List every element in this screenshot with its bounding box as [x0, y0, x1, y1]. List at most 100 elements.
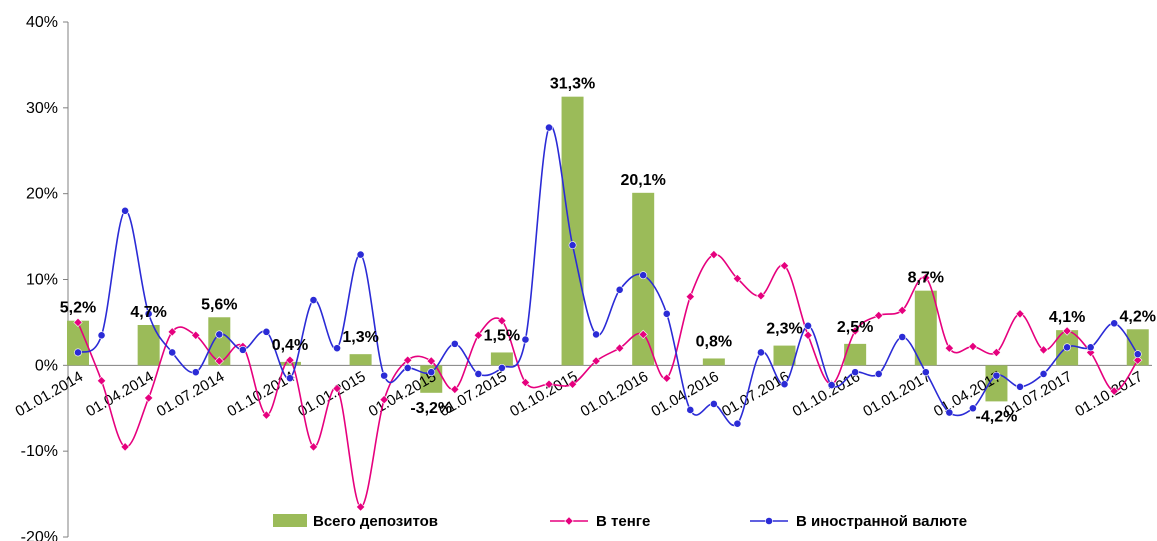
- bar-total-deposits: [985, 365, 1008, 402]
- bar-data-label: 4,1%: [1049, 309, 1085, 326]
- point-foreign-currency: [615, 285, 624, 294]
- point-tenge: [779, 261, 790, 271]
- legend-label-total-deposits: Всего депозитов: [313, 513, 438, 530]
- point-foreign-currency: [238, 345, 247, 354]
- point-foreign-currency: [403, 364, 412, 372]
- bar-total-deposits: [1126, 329, 1149, 366]
- point-foreign-currency: [898, 333, 907, 341]
- point-foreign-currency: [168, 348, 177, 357]
- point-tenge: [874, 310, 884, 321]
- bar-total-deposits: [208, 317, 231, 366]
- bar-data-label: 5,6%: [201, 296, 237, 313]
- point-tenge: [355, 502, 366, 512]
- point-tenge: [261, 410, 272, 420]
- point-foreign-currency: [639, 271, 648, 280]
- point-foreign-currency: [191, 368, 200, 377]
- point-foreign-currency: [827, 381, 836, 389]
- bar-data-label: 5,2%: [60, 300, 96, 317]
- point-tenge: [850, 326, 860, 336]
- bar-total-deposits: [914, 290, 937, 366]
- point-foreign-currency: [1086, 343, 1095, 352]
- bar-data-label: 8,7%: [908, 270, 944, 287]
- point-foreign-currency: [1063, 343, 1071, 352]
- point-tenge: [944, 343, 954, 353]
- bar-data-label: 31,3%: [550, 76, 595, 93]
- y-tick-label: 20%: [26, 186, 58, 203]
- point-foreign-currency: [356, 250, 365, 259]
- bar-data-label: 1,5%: [484, 327, 520, 344]
- point-foreign-currency: [568, 241, 577, 250]
- point-tenge: [450, 384, 460, 394]
- point-foreign-currency: [309, 296, 318, 304]
- point-tenge: [96, 376, 107, 386]
- x-tick-label: 01.04.2014: [83, 368, 157, 420]
- bar-total-deposits: [137, 324, 160, 366]
- legend-label-foreign-currency: В иностранной валюте: [796, 513, 967, 530]
- point-tenge: [685, 292, 695, 302]
- point-foreign-currency: [780, 380, 789, 389]
- bar-data-label: 4,2%: [1120, 308, 1156, 325]
- point-foreign-currency: [709, 400, 718, 408]
- point-foreign-currency: [450, 339, 459, 348]
- point-tenge: [1133, 355, 1143, 365]
- bar-total-deposits: [844, 343, 867, 366]
- point-foreign-currency: [121, 206, 129, 215]
- point-tenge: [991, 347, 1002, 358]
- bar-total-deposits: [702, 358, 725, 366]
- point-tenge: [73, 317, 83, 328]
- point-foreign-currency: [1133, 350, 1142, 359]
- point-tenge: [709, 249, 719, 260]
- bar-data-label: 0,4%: [272, 337, 308, 354]
- point-tenge: [497, 316, 507, 326]
- bar-total-deposits: [349, 354, 372, 366]
- point-foreign-currency: [733, 419, 742, 428]
- point-tenge: [308, 442, 319, 452]
- point-foreign-currency: [945, 408, 954, 417]
- point-tenge: [285, 355, 295, 365]
- x-tick-label: 01.07.2014: [154, 368, 228, 420]
- y-tick-label: -20%: [21, 529, 58, 541]
- point-foreign-currency: [474, 370, 483, 378]
- bar-total-deposits: [490, 352, 513, 366]
- y-tick-label: -10%: [21, 443, 58, 460]
- point-tenge: [662, 373, 672, 383]
- point-tenge: [144, 393, 154, 403]
- x-tick-label: 01.01.2016: [578, 368, 652, 420]
- point-tenge: [214, 356, 224, 366]
- point-tenge: [968, 341, 978, 352]
- point-tenge: [1015, 309, 1025, 319]
- x-tick-label: 01.07.2016: [719, 368, 793, 420]
- y-tick-label: 40%: [26, 14, 58, 31]
- point-foreign-currency: [74, 348, 82, 357]
- bar-total-deposits: [561, 96, 584, 366]
- point-foreign-currency: [1110, 319, 1119, 328]
- bar-total-deposits: [773, 345, 796, 366]
- point-foreign-currency: [804, 321, 812, 330]
- point-foreign-currency: [427, 368, 436, 377]
- point-tenge: [897, 305, 907, 316]
- point-foreign-currency: [992, 371, 1001, 380]
- point-foreign-currency: [497, 364, 506, 372]
- x-tick-label: 01.10.2017: [1072, 368, 1146, 420]
- point-tenge: [473, 330, 483, 340]
- y-tick-label: 10%: [26, 272, 58, 289]
- point-tenge: [756, 291, 766, 301]
- point-foreign-currency: [215, 330, 224, 339]
- point-foreign-currency: [969, 404, 977, 413]
- y-tick-label: 30%: [26, 100, 58, 117]
- point-foreign-currency: [144, 309, 153, 318]
- bar-data-label: 1,3%: [342, 329, 378, 346]
- point-tenge: [120, 442, 130, 452]
- x-tick-label: 01.10.2015: [507, 368, 581, 420]
- point-tenge: [1038, 345, 1049, 355]
- point-foreign-currency: [1016, 382, 1024, 391]
- point-tenge: [615, 343, 625, 353]
- point-foreign-currency: [686, 406, 695, 414]
- point-foreign-currency: [97, 331, 106, 340]
- point-tenge: [191, 330, 201, 340]
- point-tenge: [732, 274, 743, 284]
- point-tenge: [426, 356, 436, 366]
- bar-data-label: -4,2%: [976, 408, 1018, 425]
- x-tick-label: 01.01.2014: [12, 368, 86, 420]
